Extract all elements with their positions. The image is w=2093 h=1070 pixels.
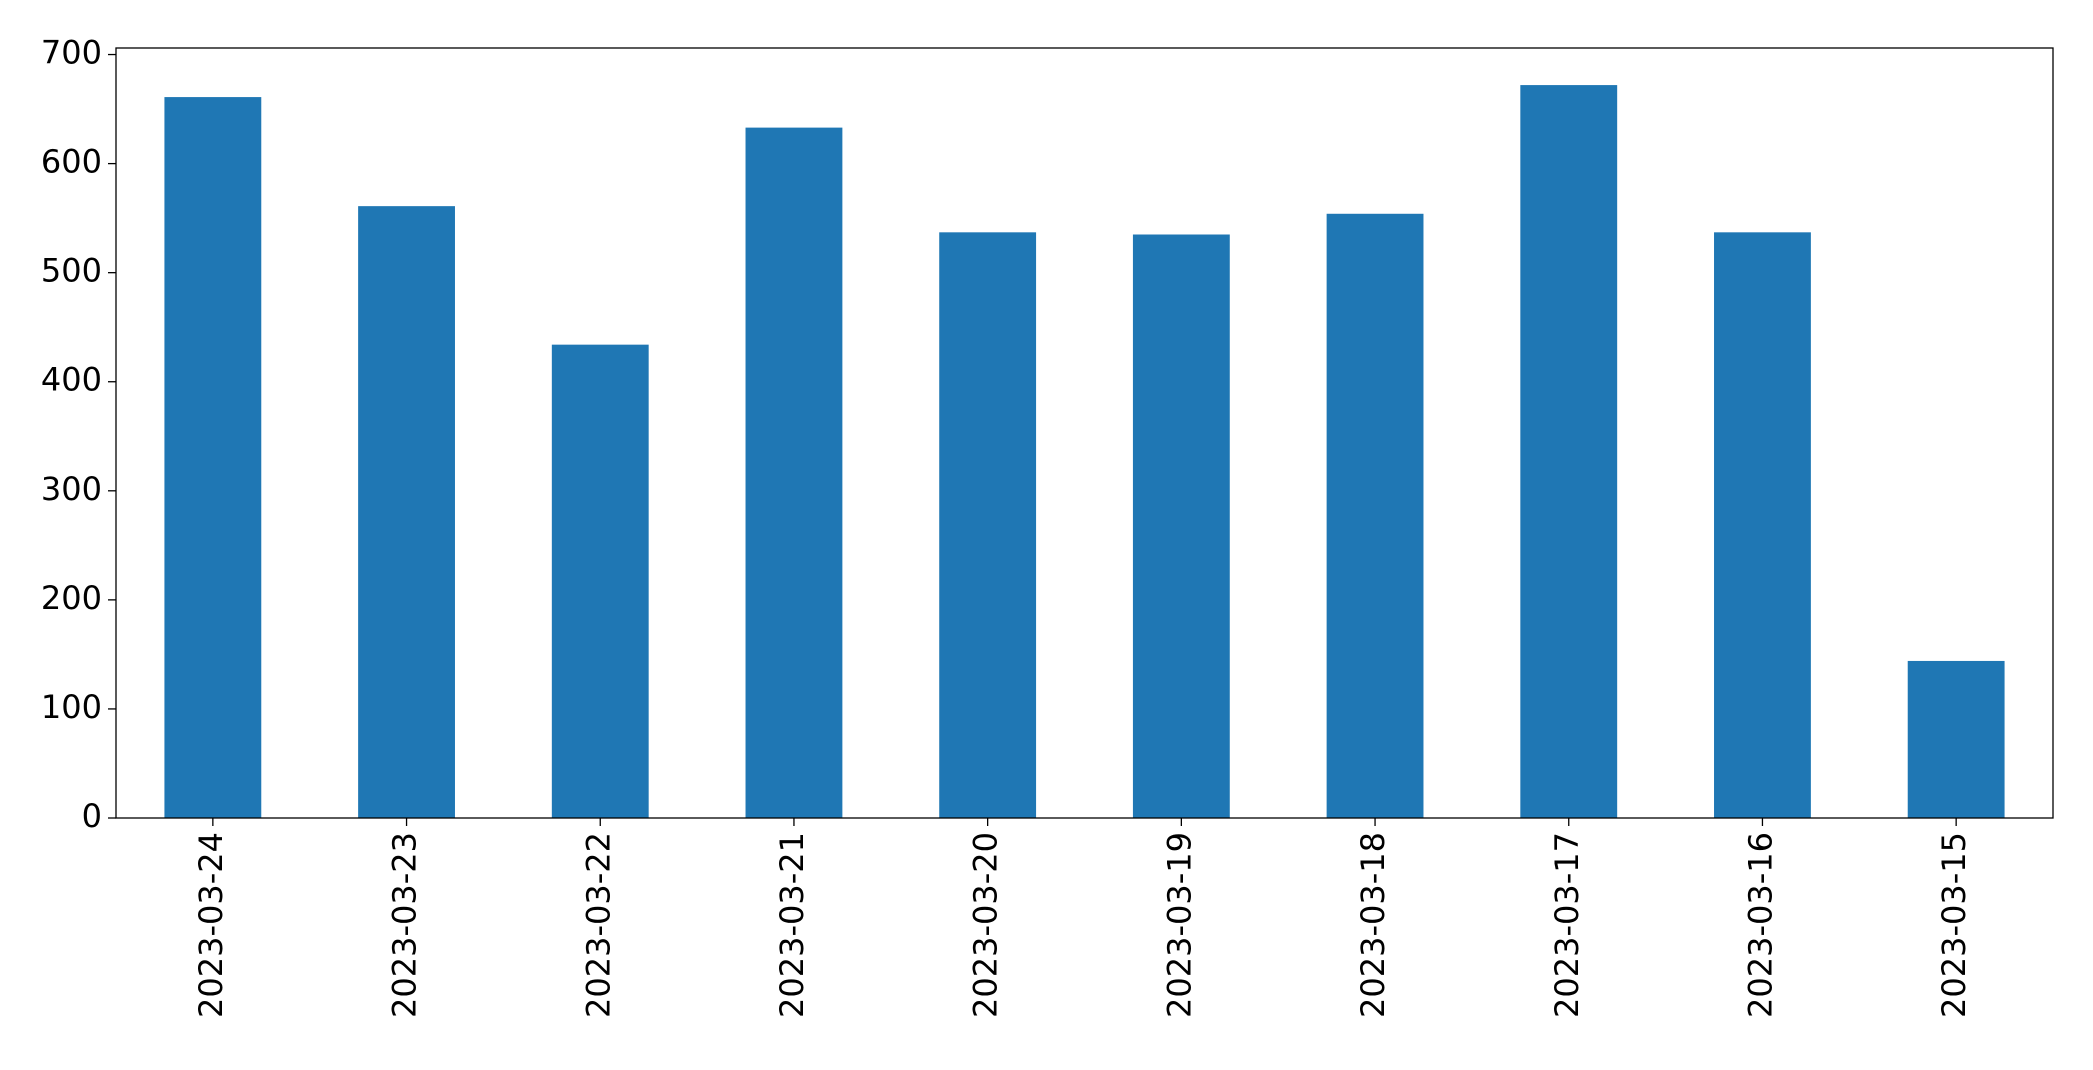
bar (939, 232, 1037, 818)
x-tick-label: 2023-03-16 (1741, 832, 1779, 1018)
x-tick-label: 2023-03-24 (192, 832, 230, 1018)
x-tick-label: 2023-03-15 (1935, 832, 1973, 1018)
y-tick-label: 500 (41, 252, 102, 290)
y-tick-label: 600 (41, 143, 102, 181)
bar (164, 97, 262, 818)
x-tick-label: 2023-03-23 (386, 832, 424, 1018)
bar (551, 344, 649, 818)
x-tick-label: 2023-03-19 (1160, 832, 1198, 1018)
bar (358, 206, 455, 818)
bar (1326, 213, 1424, 818)
x-tick-label: 2023-03-18 (1354, 832, 1392, 1018)
bar (1714, 232, 1811, 818)
x-tick-label: 2023-03-22 (579, 832, 617, 1018)
y-tick-label: 400 (41, 361, 102, 399)
y-tick-label: 700 (41, 34, 102, 72)
bar (1520, 85, 1618, 818)
bar (745, 127, 843, 819)
y-tick-label: 300 (41, 470, 102, 508)
bar (1132, 234, 1230, 819)
bar (1907, 660, 2005, 818)
y-tick-label: 200 (41, 579, 102, 617)
plot-frame (115, 47, 2054, 819)
x-tick-label: 2023-03-21 (773, 832, 811, 1018)
y-tick-label: 0 (82, 797, 102, 835)
x-tick-label: 2023-03-20 (967, 832, 1005, 1018)
x-tick-label: 2023-03-17 (1548, 832, 1586, 1018)
y-tick-label: 100 (41, 688, 102, 726)
